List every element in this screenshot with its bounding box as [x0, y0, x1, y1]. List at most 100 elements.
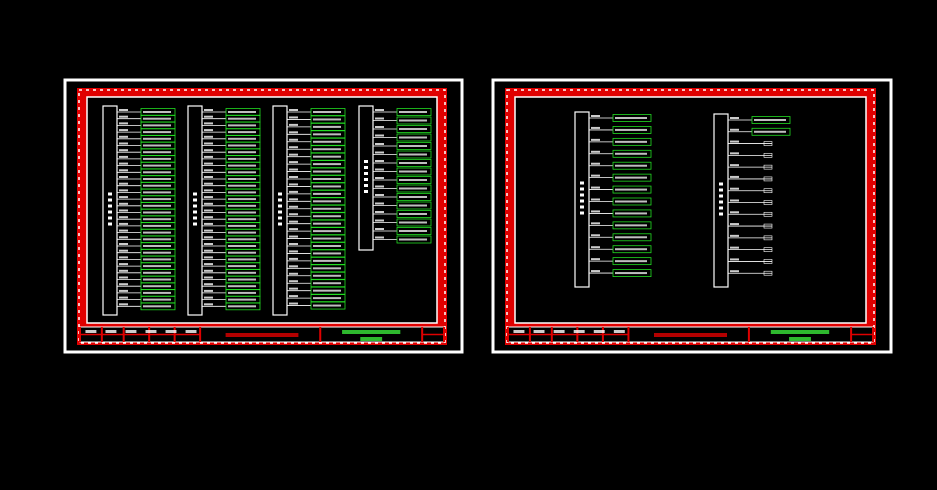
circuit-mark [143, 258, 171, 261]
circuit-mark [143, 198, 171, 201]
busbar-label-mark [719, 188, 723, 192]
branch-label-mark [375, 219, 384, 222]
circuit-box [396, 218, 432, 227]
branch-label-mark [204, 283, 213, 286]
branch-label-mark [204, 176, 213, 178]
circuit-mark [399, 187, 427, 190]
circuit-box [310, 167, 346, 176]
branch-label-mark [591, 150, 600, 153]
circuit-mark [313, 200, 341, 203]
circuit-mark [313, 222, 341, 225]
circuit-mark [143, 251, 171, 254]
circuit-mark [143, 218, 171, 221]
busbar-label-mark [193, 192, 197, 196]
branch-label-mark [375, 160, 384, 162]
circuit-mark [228, 204, 256, 207]
circuit-mark [143, 231, 171, 234]
branch-label-mark [730, 223, 739, 226]
title-cell-mark [613, 330, 625, 333]
drawing-sheet [491, 78, 893, 354]
circuit-mark [143, 151, 171, 154]
branch-label-mark [289, 280, 298, 283]
branch-label-mark [204, 115, 213, 118]
branch-label-mark [119, 142, 128, 145]
busbar-label-mark [719, 206, 723, 210]
branch-label-mark [375, 126, 384, 128]
circuit-mark [615, 128, 647, 131]
circuit-box [612, 114, 652, 122]
inner-area [514, 96, 867, 324]
circuit-box [612, 233, 652, 242]
circuit-box [310, 130, 346, 139]
branch-label-mark [730, 187, 739, 190]
circuit-mark [399, 204, 427, 207]
circuit-mark [228, 211, 256, 214]
busbar-label-mark [108, 216, 112, 220]
circuit-mark [313, 282, 341, 285]
circuit-mark [313, 245, 341, 247]
circuit-mark [313, 289, 341, 292]
circuit-mark [228, 184, 256, 187]
circuit-mark [313, 111, 341, 113]
circuit-box [310, 145, 346, 154]
title-cell-mark [533, 330, 545, 333]
circuit-mark [143, 191, 171, 194]
branch-label-mark [119, 256, 128, 259]
circuit-mark [763, 188, 773, 194]
branch-label-mark [289, 153, 298, 156]
circuit-mark [228, 164, 256, 167]
branch-label-mark [119, 162, 128, 165]
branch-label-mark [730, 246, 739, 249]
circuit-box [310, 122, 346, 131]
branch-label-mark [119, 296, 128, 299]
branch-label-mark [591, 222, 600, 225]
branch-label-mark [591, 246, 600, 249]
circuit-mark [228, 191, 256, 194]
circuit-mark [143, 184, 171, 187]
branch-label-mark [591, 258, 600, 261]
circuit-mark [763, 223, 773, 229]
circuit-box [310, 271, 346, 280]
circuit-box [396, 150, 432, 159]
branch-label-mark [730, 175, 739, 178]
circuit-box [396, 125, 432, 133]
circuit-mark [313, 155, 341, 158]
circuit-mark [143, 144, 171, 147]
circuit-box [396, 167, 432, 176]
circuit-box [140, 302, 176, 311]
branch-label-mark [204, 303, 213, 306]
busbar-label-mark [364, 172, 368, 175]
circuit-box [612, 137, 652, 146]
branch-label-mark [119, 182, 128, 185]
circuit-mark [313, 192, 341, 195]
branch-label-mark [119, 189, 128, 192]
branch-label-mark [591, 198, 600, 201]
busbar-label-mark [278, 216, 282, 220]
circuit-mark [228, 198, 256, 201]
circuit-mark [313, 163, 341, 166]
branch-label-mark [204, 263, 213, 266]
circuit-box [396, 133, 432, 142]
branch-label-mark [119, 289, 128, 292]
circuit-mark [228, 137, 256, 140]
circuit-box [396, 210, 432, 218]
branch-label-mark [289, 138, 298, 141]
branch-label-mark [730, 211, 739, 214]
frame-dashes [78, 89, 446, 344]
branch-label-mark [289, 205, 298, 208]
busbar-label-mark [364, 160, 368, 163]
drawing-name-mark [770, 330, 830, 334]
branch-label-mark [204, 276, 213, 279]
branch-label-mark [204, 256, 213, 259]
circuit-mark [143, 204, 171, 207]
busbar-label-mark [580, 205, 584, 209]
branch-label-mark [289, 250, 298, 253]
circuit-mark [143, 164, 171, 167]
branch-label-mark [204, 249, 213, 252]
busbar-label-mark [278, 222, 282, 226]
circuit-mark [313, 148, 341, 151]
branch-label-mark [119, 209, 128, 212]
branch-label-mark [289, 183, 298, 186]
circuit-box [396, 108, 432, 116]
busbar-label-mark [193, 204, 197, 208]
